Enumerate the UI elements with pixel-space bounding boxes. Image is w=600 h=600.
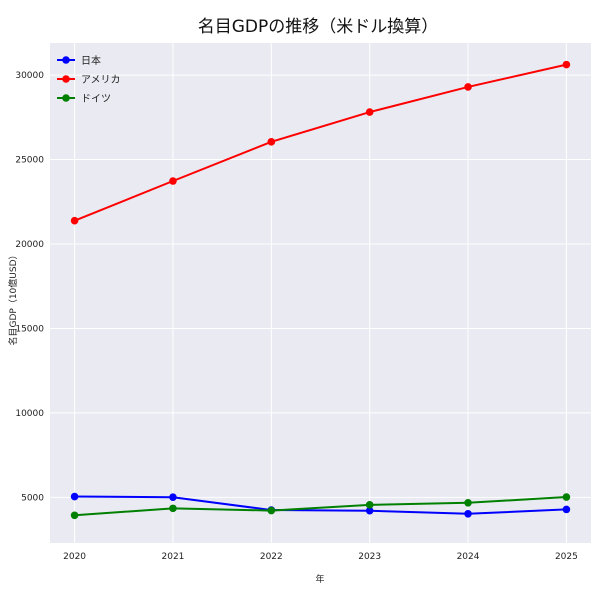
series-line: [74, 495, 567, 515]
data-point: [464, 83, 472, 91]
data-point: [562, 493, 571, 501]
data-point: [365, 501, 374, 509]
y-tick-labels: 5000 10000 15000 20000 25000 30000: [15, 71, 44, 503]
series-line: [74, 496, 567, 517]
x-axis-label: 年: [315, 573, 324, 585]
series-line: [74, 63, 567, 222]
data-point: [70, 492, 79, 501]
legend-entry: ドイツ: [57, 94, 111, 105]
legend-marker: [62, 94, 70, 102]
data-point: [169, 504, 177, 513]
series-layer: [70, 60, 571, 520]
y-tick-label: 15000: [15, 324, 44, 334]
y-tick-label: 5000: [21, 493, 44, 503]
chart-title: 名目GDPの推移（米ドル換算）: [198, 17, 439, 37]
data-point: [267, 506, 276, 515]
data-point: [70, 511, 79, 520]
data-point: [365, 506, 374, 515]
series-1: [70, 60, 571, 225]
legend-entry: アメリカ: [57, 74, 121, 86]
legend-marker: [62, 56, 70, 64]
data-point: [464, 509, 472, 518]
data-point: [464, 498, 472, 507]
data-point: [365, 108, 374, 116]
legend-entry: 日本: [57, 54, 101, 67]
grid-lines: [50, 43, 591, 543]
data-point: [169, 177, 177, 185]
y-tick-label: 10000: [15, 409, 44, 419]
x-tick-label: 2022: [260, 552, 283, 562]
x-tick-label: 2024: [457, 552, 480, 562]
series-2: [70, 493, 571, 520]
x-tick-label: 2021: [162, 552, 185, 562]
x-tick-label: 2025: [555, 552, 578, 562]
y-tick-label: 20000: [15, 240, 44, 250]
data-point: [169, 493, 177, 502]
y-tick-label: 25000: [15, 156, 44, 166]
plot-background: [50, 43, 591, 543]
x-tick-labels: 2020 2021 2022 2023 2024 2025: [63, 552, 578, 562]
data-point: [70, 216, 79, 225]
legend-label: ドイツ: [81, 94, 111, 105]
legend-marker: [62, 75, 70, 83]
legend-label: アメリカ: [81, 74, 121, 86]
y-axis-label: 名目GDP（10億USD）: [7, 250, 19, 345]
data-point: [562, 60, 571, 69]
x-tick-label: 2020: [63, 552, 86, 562]
data-point: [267, 138, 276, 146]
y-tick-label: 30000: [15, 71, 44, 81]
data-point: [562, 505, 571, 514]
x-tick-label: 2023: [358, 552, 381, 562]
legend-label: 日本: [81, 54, 101, 67]
